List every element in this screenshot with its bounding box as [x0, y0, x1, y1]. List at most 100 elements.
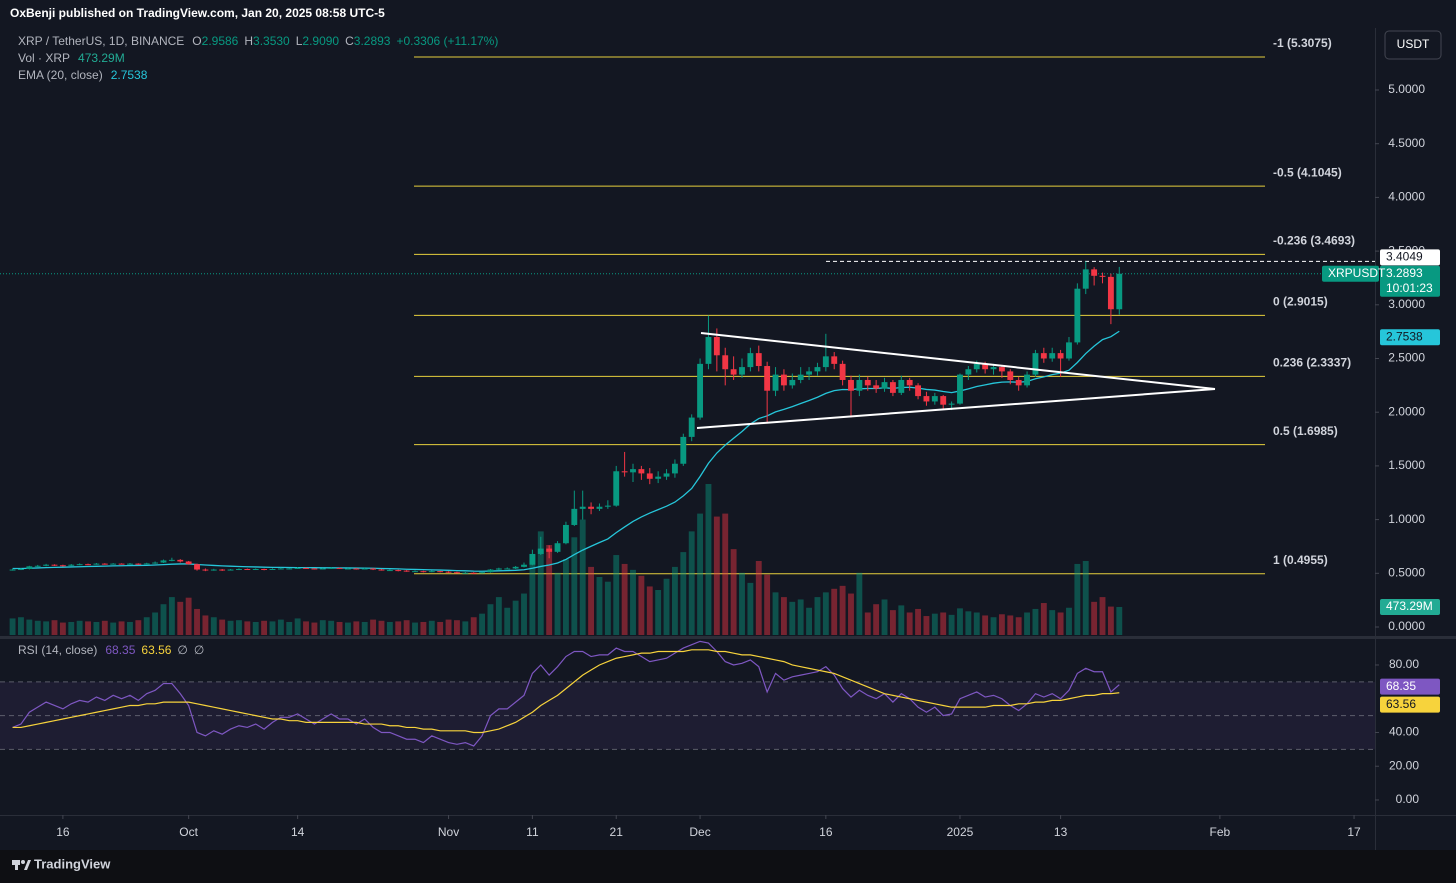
candle-body	[252, 569, 259, 571]
candle-body	[487, 569, 494, 573]
volume-bar	[18, 617, 24, 635]
fib-label: -1 (5.3075)	[1273, 36, 1332, 50]
candle-body	[831, 356, 838, 364]
legend-value: 2.9090	[302, 34, 339, 48]
candle-body	[546, 548, 553, 552]
volume-bar	[789, 601, 796, 635]
candle-body	[998, 367, 1005, 372]
candle-body	[395, 570, 402, 572]
volume-bar	[1024, 612, 1030, 635]
candle-body	[923, 396, 930, 402]
rsi-extra: ∅	[177, 643, 187, 657]
volume-bar	[495, 597, 502, 635]
candle-body	[780, 374, 787, 386]
symbol: XRP / TetherUS, 1D, BINANCE	[18, 34, 184, 48]
volume-bar	[931, 613, 938, 635]
x-tick-label: 16	[819, 825, 833, 839]
candle-body	[386, 570, 393, 572]
y-tick-label: 2.5000	[1388, 351, 1425, 365]
volume-bar	[403, 620, 410, 635]
currency-button[interactable]	[1384, 30, 1442, 60]
x-tick-label: Nov	[438, 825, 459, 839]
volume-bar	[76, 620, 83, 635]
volume-bar	[923, 616, 930, 635]
candle-body	[537, 548, 544, 554]
legend-key: L	[296, 34, 303, 48]
volume-bar	[487, 604, 494, 635]
volume-bar	[68, 621, 75, 635]
volume-bar	[755, 560, 762, 635]
volume-bar	[579, 519, 586, 635]
candle-body	[873, 385, 880, 389]
high-marker-tag: 3.4049	[1386, 249, 1423, 263]
candle-body	[839, 363, 846, 380]
volume-bar	[336, 621, 343, 635]
legend-change: +0.3306 (+11.17%)	[396, 34, 498, 48]
candle-body	[202, 569, 209, 571]
volume-bar	[361, 621, 368, 635]
volume-bar	[311, 622, 318, 635]
fib-label: 0.236 (2.3337)	[1273, 356, 1351, 370]
volume-bar	[1040, 603, 1047, 635]
volume-bar	[185, 597, 192, 635]
volume-bar	[428, 620, 435, 635]
rsi-ma-line	[12, 649, 1120, 734]
x-tick-label: 16	[56, 825, 70, 839]
volume-bar	[630, 569, 636, 635]
volume-bar	[303, 621, 309, 635]
candle-body	[370, 568, 377, 570]
candle-body	[613, 471, 620, 506]
volume-bar	[596, 576, 603, 635]
volume-bar	[118, 621, 125, 635]
volume-bar	[621, 563, 628, 635]
candle-body	[596, 506, 603, 509]
volume-bar	[948, 614, 955, 635]
volume-bar	[378, 620, 385, 635]
volume-bar	[59, 622, 66, 635]
candle-body	[722, 355, 729, 370]
volume-bar	[252, 621, 259, 635]
volume-bar	[34, 620, 41, 635]
volume-bar	[219, 619, 226, 635]
currency-button-label[interactable]: USDT	[1397, 37, 1430, 51]
volume-bar	[1032, 608, 1039, 635]
candle-body	[470, 572, 477, 574]
candle-body	[85, 564, 91, 566]
volume-bar	[437, 621, 444, 635]
volume-bar	[537, 531, 544, 635]
candle-body	[856, 379, 863, 391]
candle-body	[43, 564, 50, 566]
volume-bar	[43, 621, 50, 635]
rsi-legend: RSI (14, close) 68.35 63.56 ∅ ∅	[18, 643, 204, 657]
candle-body	[378, 569, 385, 571]
candle-body	[76, 564, 83, 566]
volume-label: Vol · XRP	[18, 51, 70, 65]
candle-body	[579, 506, 586, 509]
candle-body	[420, 571, 427, 573]
volume-bar	[688, 531, 695, 635]
candle-body	[1082, 269, 1089, 289]
volume-bar	[521, 593, 527, 635]
volume-bar	[177, 601, 184, 635]
volume-bar	[973, 612, 980, 635]
candle-body	[127, 563, 133, 565]
volume-bar	[898, 605, 905, 635]
volume-bar	[940, 612, 947, 635]
volume-bar	[797, 599, 804, 635]
volume-bar	[529, 555, 536, 635]
y-tick-label: 5.0000	[1388, 82, 1425, 96]
candle-body	[59, 565, 66, 567]
x-tick-label: 11	[526, 825, 539, 839]
candle-body	[906, 379, 913, 386]
candle-body	[889, 382, 896, 393]
brand: TradingView	[34, 856, 111, 871]
candle-body	[1032, 353, 1039, 375]
volume-bar	[730, 549, 737, 635]
legend-value: 3.3530	[253, 34, 290, 48]
rsi-tick-label: 40.00	[1389, 725, 1419, 739]
candle-body	[1066, 342, 1072, 359]
volume-bar	[713, 516, 720, 635]
candle-body	[764, 366, 771, 391]
candle-body	[93, 563, 100, 565]
